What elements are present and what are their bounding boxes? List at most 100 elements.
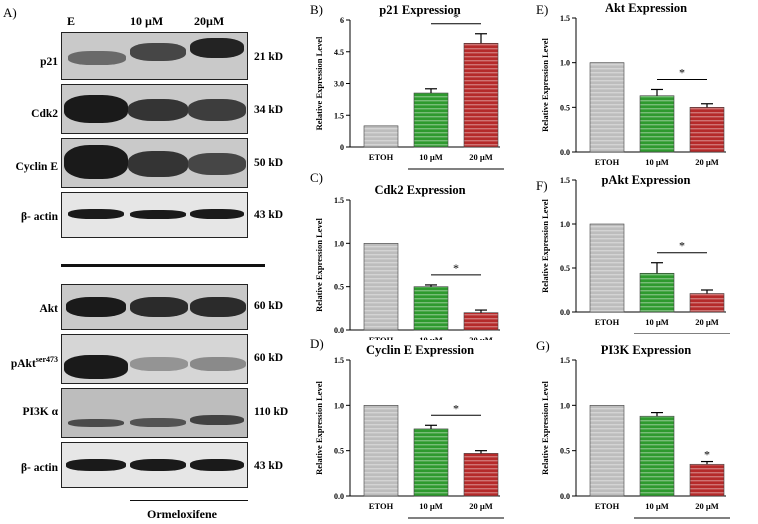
bar-1 bbox=[639, 272, 675, 313]
bar-0 bbox=[363, 405, 399, 497]
blot-strip-pi3k bbox=[61, 388, 248, 438]
significance-star: * bbox=[679, 239, 685, 253]
y-axis-label: Relative Expression Level bbox=[314, 380, 324, 474]
lane-label-20um: 20µM bbox=[194, 14, 225, 28]
y-axis-label: Relative Expression Level bbox=[314, 217, 324, 311]
kd-beta-actin-bottom: 43 kD bbox=[254, 460, 284, 472]
significance-star: * bbox=[453, 10, 459, 24]
bar-0 bbox=[363, 243, 399, 331]
panel-label: E) bbox=[536, 2, 548, 17]
y-tick-label: 6 bbox=[340, 16, 344, 25]
blot-name-pi3k: PI3K α bbox=[22, 406, 59, 418]
bar-1 bbox=[639, 415, 675, 497]
y-tick-label: 1.5 bbox=[560, 356, 570, 365]
blot-strip-pakt bbox=[61, 334, 248, 384]
y-tick-label: 4.5 bbox=[334, 48, 344, 57]
panel-label: C) bbox=[310, 170, 323, 185]
x-tick-label: ETOH bbox=[369, 501, 394, 511]
y-tick-label: 1.0 bbox=[560, 220, 570, 229]
y-tick-label: 3.0 bbox=[334, 80, 344, 89]
y-tick-label: 0.0 bbox=[334, 326, 344, 335]
x-tick-label: 10 µM bbox=[419, 152, 443, 162]
significance-star: * bbox=[679, 65, 685, 79]
bar-0 bbox=[589, 62, 625, 153]
chart-title: Cyclin E Expression bbox=[366, 343, 474, 357]
blot-name-pakt: pAktser473 bbox=[0, 355, 58, 370]
kd-pakt: 60 kD bbox=[254, 352, 284, 364]
x-tick-label: 20 µM bbox=[695, 317, 719, 327]
y-tick-label: 1.5 bbox=[560, 176, 570, 185]
x-tick-label: 20 µM bbox=[469, 335, 493, 340]
blot-name-beta-actin-bottom: β- actin bbox=[20, 462, 58, 474]
kd-cyclin-e: 50 kD bbox=[254, 157, 284, 169]
y-tick-label: 1.0 bbox=[560, 401, 570, 410]
panel-label: G) bbox=[536, 338, 550, 353]
y-tick-label: 0.0 bbox=[560, 308, 570, 317]
x-tick-label: 20 µM bbox=[469, 152, 493, 162]
significance-star: * bbox=[704, 448, 710, 462]
blot-name-akt: Akt bbox=[39, 303, 58, 315]
y-tick-label: 0 bbox=[340, 143, 344, 152]
kd-cdk2: 34 kD bbox=[254, 104, 284, 116]
y-tick-label: 0.5 bbox=[560, 447, 570, 456]
chart-f-pakt: F) pAkt Expression Relative Expression Lev… bbox=[536, 173, 730, 334]
treatment-label: Ormeloxifene bbox=[421, 522, 492, 524]
bar-2 bbox=[689, 293, 725, 313]
bar-2 bbox=[463, 312, 499, 331]
treatment-underline-blot bbox=[130, 500, 248, 501]
y-axis-label: Relative Expression Level bbox=[540, 37, 550, 131]
y-tick-label: 0.5 bbox=[334, 283, 344, 292]
kd-beta-actin-top: 43 kD bbox=[254, 209, 284, 221]
lane-label-etoh: E bbox=[67, 14, 76, 28]
divider-line bbox=[61, 264, 265, 267]
x-tick-label: 10 µM bbox=[419, 335, 443, 340]
blot-name-p21: p21 bbox=[40, 56, 58, 68]
x-tick-label: 10 µM bbox=[645, 501, 669, 511]
x-tick-label: ETOH bbox=[369, 152, 394, 162]
chart-g-pi3k: G) PI3K Expression Relative Expression Lev… bbox=[536, 338, 730, 524]
x-tick-label: ETOH bbox=[595, 501, 620, 511]
y-tick-label: 1.5 bbox=[560, 14, 570, 23]
chart-d-cyclin-e: D) Cyclin E Expression Relative Expression… bbox=[310, 336, 504, 524]
y-tick-label: 0.5 bbox=[560, 103, 570, 112]
blot-strip-beta-actin-bottom bbox=[61, 442, 248, 488]
chart-c-cdk2: C) Cdk2 Expression Relative Expression Lev… bbox=[310, 170, 500, 340]
lane-label-10um: 10 µM bbox=[130, 14, 164, 28]
y-tick-label: 0.5 bbox=[560, 264, 570, 273]
blot-name-beta-actin-top: β- actin bbox=[20, 211, 58, 223]
bar-1 bbox=[639, 95, 675, 153]
x-tick-label: 20 µM bbox=[469, 501, 493, 511]
y-tick-label: 1.0 bbox=[334, 401, 344, 410]
x-tick-label: 10 µM bbox=[645, 317, 669, 327]
chart-b-p21: B) p21 Expression Relative Expression Leve… bbox=[310, 2, 504, 170]
chart-title: Cdk2 Expression bbox=[374, 183, 465, 197]
x-tick-label: ETOH bbox=[369, 335, 394, 340]
treatment-label: Ormeloxifene bbox=[647, 522, 718, 524]
chart-title: pAkt Expression bbox=[601, 173, 690, 187]
blot-name-pakt-text: pAkt bbox=[10, 357, 36, 370]
kd-p21: 21 kD bbox=[254, 51, 284, 63]
y-tick-label: 1.5 bbox=[334, 196, 344, 205]
x-tick-label: ETOH bbox=[595, 317, 620, 327]
y-tick-label: 1.5 bbox=[334, 356, 344, 365]
panel-label: D) bbox=[310, 336, 324, 351]
kd-akt: 60 kD bbox=[254, 300, 284, 312]
y-tick-label: 0.5 bbox=[334, 447, 344, 456]
kd-pi3k: 110 kD bbox=[254, 406, 289, 418]
bar-2 bbox=[463, 453, 499, 497]
chart-title: p21 Expression bbox=[379, 3, 460, 17]
x-tick-label: 10 µM bbox=[645, 157, 669, 167]
y-axis-label: Relative Expression Level bbox=[540, 198, 550, 292]
blot-strip-beta-actin-top bbox=[61, 192, 248, 238]
blot-strip-p21 bbox=[61, 32, 248, 80]
blot-strip-akt bbox=[61, 284, 248, 330]
bar-2 bbox=[689, 463, 725, 497]
y-axis-label: Relative Expression Level bbox=[314, 36, 324, 130]
y-axis-label: Relative Expression Level bbox=[540, 380, 550, 474]
blot-name-pakt-sup: ser473 bbox=[35, 355, 58, 364]
y-tick-label: 0.0 bbox=[560, 492, 570, 501]
panel-label: B) bbox=[310, 2, 323, 17]
x-tick-label: 10 µM bbox=[419, 501, 443, 511]
bar-2 bbox=[689, 107, 725, 153]
y-tick-label: 0.0 bbox=[334, 492, 344, 501]
